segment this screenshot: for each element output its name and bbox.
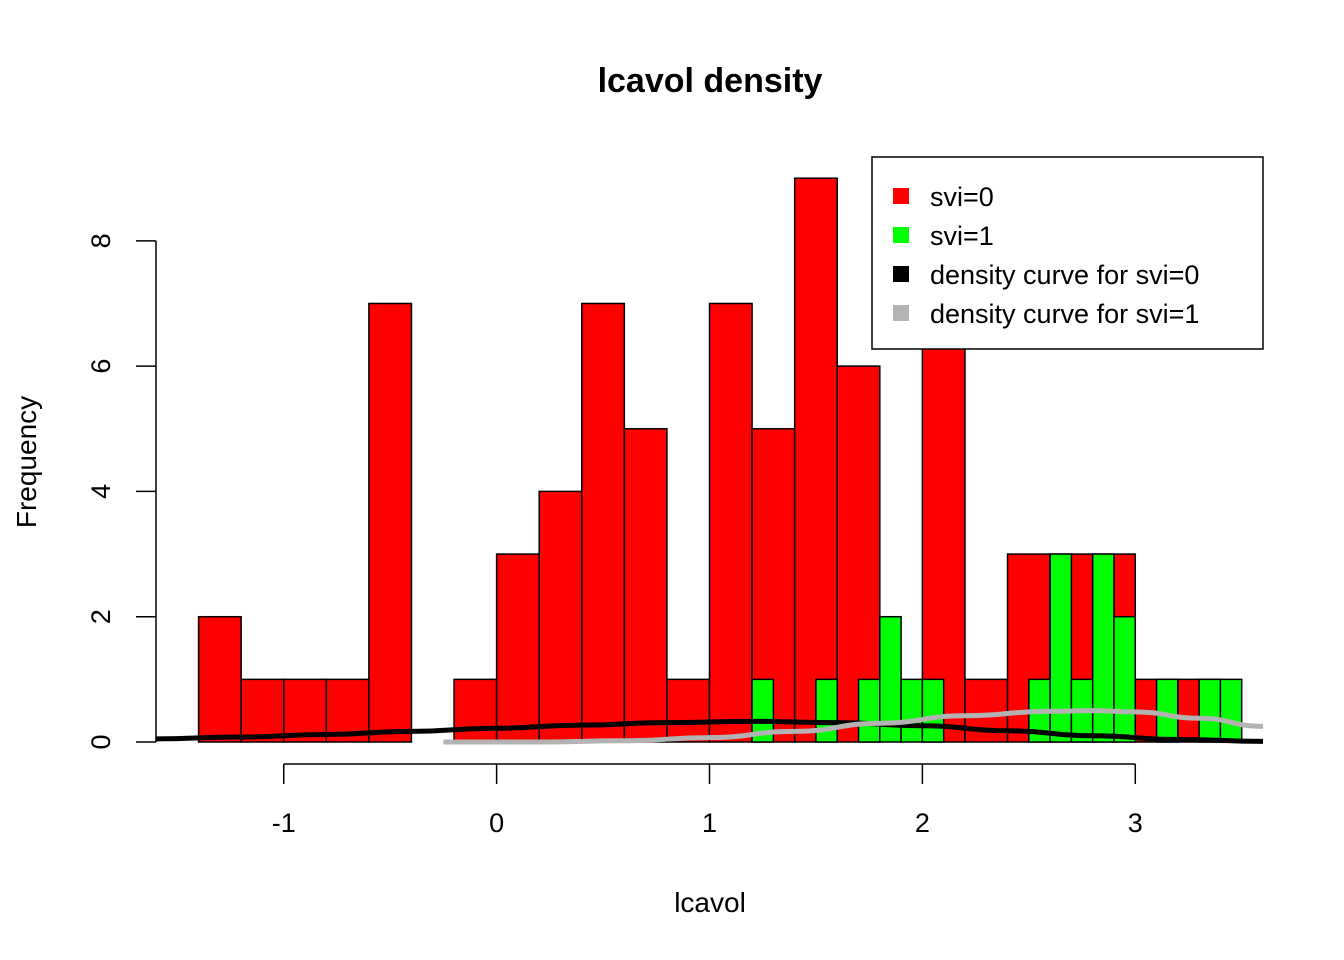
y-axis: 0 2 4 6 8	[86, 233, 157, 750]
histogram-bar	[1113, 615, 1137, 743]
x-tick-label: -1	[272, 808, 296, 838]
histogram-bar	[197, 615, 242, 743]
histogram-bar	[857, 678, 881, 743]
legend-swatch	[893, 305, 909, 321]
density-curve	[155, 718, 1264, 744]
histogram-bar	[1198, 678, 1222, 743]
legend-swatch	[893, 266, 909, 282]
histogram-bar	[921, 302, 966, 743]
x-tick-label: 1	[702, 808, 717, 838]
x-axis: -1 0 1 2 3	[272, 763, 1143, 838]
histogram-bar	[666, 678, 711, 743]
x-tick-label: 0	[489, 808, 504, 838]
histogram-bar	[751, 678, 775, 743]
histogram-bar	[1155, 678, 1179, 743]
x-tick-label: 2	[915, 808, 930, 838]
y-tick-label: 2	[86, 609, 116, 624]
legend-label: density curve for svi=0	[930, 260, 1199, 290]
histogram-bar	[538, 490, 583, 743]
histogram-bar	[368, 302, 413, 743]
histogram-bar	[495, 553, 540, 743]
legend-label: svi=1	[930, 221, 994, 251]
histogram-bar	[708, 302, 753, 743]
histogram-bar	[282, 678, 328, 743]
legend-box	[871, 156, 1264, 350]
histogram-bar	[240, 678, 285, 743]
histogram-bar	[1219, 678, 1243, 743]
legend-swatch	[893, 188, 909, 204]
histogram-bar	[1091, 553, 1115, 743]
histogram-bar	[900, 678, 924, 743]
legend-swatch	[893, 227, 909, 243]
legend: svi=0 svi=1 density curve for svi=0 density…	[871, 156, 1264, 350]
x-tick-label: 3	[1128, 808, 1143, 838]
histogram-bar	[453, 678, 498, 743]
y-tick-label: 0	[86, 734, 116, 749]
histogram-bar	[581, 302, 626, 743]
legend-label: svi=0	[930, 182, 994, 212]
histogram-bar	[623, 428, 668, 743]
bars-svi-1	[751, 553, 1243, 743]
x-axis-label: lcavol	[674, 887, 746, 918]
y-tick-label: 8	[86, 233, 116, 248]
legend-label: density curve for svi=1	[930, 299, 1199, 329]
density-curve	[443, 708, 1264, 745]
histogram-bar	[1049, 553, 1073, 743]
histogram-bar	[793, 177, 838, 743]
y-tick-label: 6	[86, 359, 116, 374]
histogram-bar	[815, 678, 838, 743]
density-curves	[155, 708, 1264, 745]
y-axis-label: Frequency	[11, 396, 42, 528]
y-tick-label: 4	[86, 484, 116, 499]
histogram-bar	[921, 678, 945, 743]
bars-svi-0	[197, 177, 1222, 743]
chart-title: lcavol density	[598, 62, 823, 100]
